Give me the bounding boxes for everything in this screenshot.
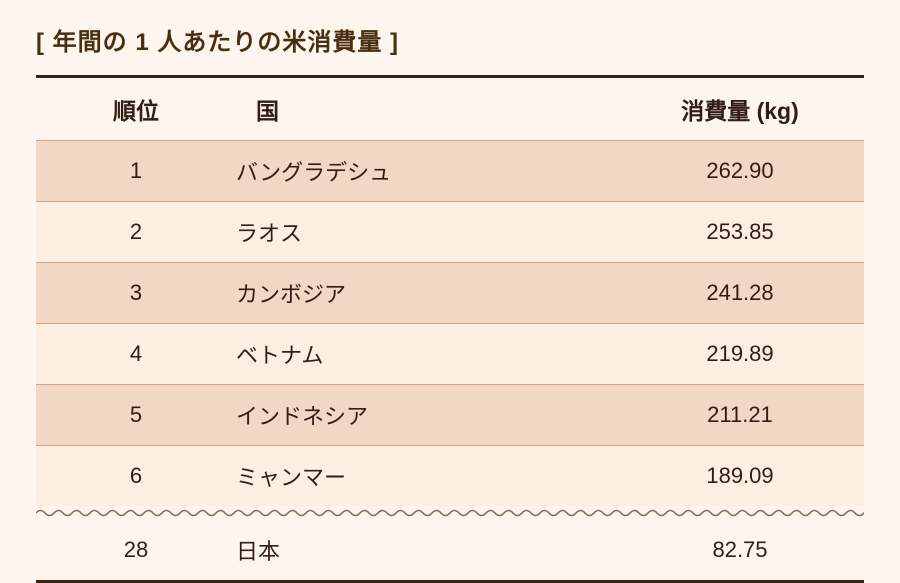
page-title: [ 年間の 1 人あたりの米消費量 ] xyxy=(36,22,864,57)
table-header-row: 順位 国 消費量 (kg) xyxy=(36,77,864,141)
cell-amount: 189.09 xyxy=(616,446,864,507)
col-header-country: 国 xyxy=(236,77,616,141)
rice-consumption-table: 順位 国 消費量 (kg) 1バングラデシュ262.902ラオス253.853カ… xyxy=(36,75,864,583)
cell-rank: 6 xyxy=(36,446,236,507)
table-row: 2ラオス253.85 xyxy=(36,202,864,263)
cell-country: カンボジア xyxy=(236,263,616,324)
cell-rank: 1 xyxy=(36,141,236,202)
table-row: 6ミャンマー189.09 xyxy=(36,446,864,507)
cell-country: 日本 xyxy=(236,520,616,582)
cell-amount: 241.28 xyxy=(616,263,864,324)
wavy-line-icon xyxy=(36,506,864,520)
table-row: 4ベトナム219.89 xyxy=(36,324,864,385)
col-header-amount: 消費量 (kg) xyxy=(616,77,864,141)
cell-country: ベトナム xyxy=(236,324,616,385)
cell-rank: 4 xyxy=(36,324,236,385)
cell-country: ラオス xyxy=(236,202,616,263)
cell-country: インドネシア xyxy=(236,385,616,446)
cell-rank: 5 xyxy=(36,385,236,446)
col-header-rank: 順位 xyxy=(36,77,236,141)
cell-amount: 253.85 xyxy=(616,202,864,263)
cell-rank: 3 xyxy=(36,263,236,324)
cell-amount: 219.89 xyxy=(616,324,864,385)
table-row-skipped: 28日本82.75 xyxy=(36,520,864,582)
table-row: 5インドネシア211.21 xyxy=(36,385,864,446)
cell-country: バングラデシュ xyxy=(236,141,616,202)
cell-amount: 211.21 xyxy=(616,385,864,446)
wavy-separator xyxy=(36,506,864,520)
cell-rank: 2 xyxy=(36,202,236,263)
cell-amount: 82.75 xyxy=(616,520,864,582)
cell-amount: 262.90 xyxy=(616,141,864,202)
table-row: 1バングラデシュ262.90 xyxy=(36,141,864,202)
table-row: 3カンボジア241.28 xyxy=(36,263,864,324)
cell-country: ミャンマー xyxy=(236,446,616,507)
cell-rank: 28 xyxy=(36,520,236,582)
